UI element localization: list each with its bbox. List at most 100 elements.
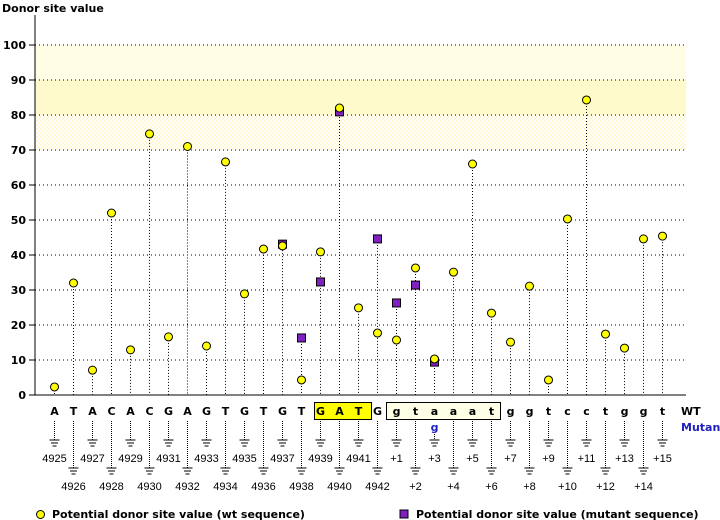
- wt-point: [183, 142, 192, 151]
- position-label: 4933: [194, 453, 218, 465]
- wt-base: T: [355, 405, 363, 418]
- position-label: 4934: [213, 481, 237, 493]
- wt-point: [354, 303, 363, 313]
- position-label: +13: [615, 453, 634, 465]
- wt-point: [335, 103, 344, 113]
- mutant-point: [373, 234, 382, 244]
- wt-point: [316, 247, 325, 257]
- legend-wt-marker: [36, 510, 45, 519]
- band-90-100: [35, 45, 686, 80]
- position-label: +4: [447, 481, 460, 493]
- wt-base: G: [373, 405, 382, 418]
- wt-point: [221, 157, 230, 167]
- wt-point: [487, 308, 496, 318]
- wt-point: [240, 289, 249, 299]
- wt-base: G: [278, 405, 287, 418]
- wt-base: g: [507, 405, 515, 418]
- wt-point: [506, 337, 515, 347]
- position-label: 4925: [42, 453, 66, 465]
- wt-base: t: [546, 405, 551, 418]
- wt-point: [50, 382, 59, 392]
- y-tick-label: 80: [11, 109, 27, 122]
- wt-point: [601, 329, 610, 339]
- legend-mutant-label: Potential donor site value (mutant seque…: [416, 508, 699, 520]
- wt-base: T: [260, 405, 268, 418]
- wt-base: A: [50, 405, 59, 418]
- y-axis-label: Donor site value: [2, 2, 104, 15]
- wt-base: c: [564, 405, 571, 418]
- position-label: +12: [596, 481, 615, 493]
- y-tick-label: 10: [11, 354, 27, 367]
- position-label: 4929: [118, 453, 142, 465]
- wt-base: t: [660, 405, 665, 418]
- wt-base: t: [489, 405, 494, 418]
- wt-point: [202, 341, 211, 351]
- wt-base: a: [431, 405, 438, 418]
- mutant-point: [392, 298, 401, 308]
- wt-base: T: [222, 405, 230, 418]
- wt-base: A: [183, 405, 192, 418]
- position-label: +3: [428, 453, 441, 465]
- wt-base: a: [450, 405, 457, 418]
- position-label: 4931: [156, 453, 180, 465]
- y-tick-label: 20: [11, 319, 27, 332]
- band-80-90: [35, 80, 686, 115]
- wt-base: t: [413, 405, 418, 418]
- wt-base: G: [240, 405, 249, 418]
- wt-point: [278, 241, 287, 251]
- wt-point: [107, 208, 116, 218]
- wt-point: [468, 159, 477, 169]
- position-label: 4926: [61, 481, 85, 493]
- wt-base: T: [70, 405, 78, 418]
- position-label: 4936: [251, 481, 275, 493]
- position-label: +15: [653, 453, 672, 465]
- wt-point: [411, 263, 420, 273]
- wt-point: [88, 365, 97, 375]
- wt-point: [582, 95, 591, 105]
- position-label: +11: [578, 453, 596, 465]
- mutant-base: g: [431, 421, 439, 434]
- position-label: 4941: [346, 453, 370, 465]
- wt-base: G: [316, 405, 325, 418]
- mutant-point: [411, 280, 420, 290]
- start-codon-box: [314, 402, 372, 420]
- position-label: +7: [504, 453, 517, 465]
- wt-point: [297, 375, 306, 385]
- wt-base: t: [603, 405, 608, 418]
- wt-base: g: [621, 405, 629, 418]
- wt-base: A: [335, 405, 344, 418]
- position-label: +14: [634, 481, 653, 493]
- wt-base: C: [145, 405, 153, 418]
- wt-base: c: [583, 405, 590, 418]
- wt-row-label: WT: [681, 405, 701, 418]
- wt-point: [563, 214, 572, 224]
- wt-base: C: [107, 405, 115, 418]
- wt-point: [259, 244, 268, 254]
- y-tick-label: 100: [3, 39, 26, 52]
- position-label: 4930: [137, 481, 161, 493]
- y-tick-label: 50: [11, 214, 27, 227]
- wt-point: [145, 129, 154, 139]
- wt-base: g: [640, 405, 648, 418]
- wt-base: A: [126, 405, 135, 418]
- wt-base: T: [298, 405, 306, 418]
- wt-point: [430, 354, 439, 364]
- position-label: 4932: [175, 481, 199, 493]
- mutant-point: [297, 333, 306, 343]
- y-tick-label: 90: [11, 74, 27, 87]
- y-tick-label: 60: [11, 179, 27, 192]
- y-tick-label: 30: [11, 284, 27, 297]
- mutant-row-label: Mutant: [681, 421, 720, 434]
- position-label: 4940: [327, 481, 351, 493]
- position-label: +2: [409, 481, 422, 493]
- y-tick-label: 40: [11, 249, 27, 262]
- wt-base: g: [393, 405, 401, 418]
- wt-point: [658, 231, 667, 241]
- wt-point: [164, 332, 173, 342]
- wt-point: [544, 375, 553, 385]
- wt-point: [620, 343, 629, 353]
- position-label: 4937: [270, 453, 294, 465]
- band-70-80: [35, 115, 686, 150]
- position-label: 4942: [365, 481, 389, 493]
